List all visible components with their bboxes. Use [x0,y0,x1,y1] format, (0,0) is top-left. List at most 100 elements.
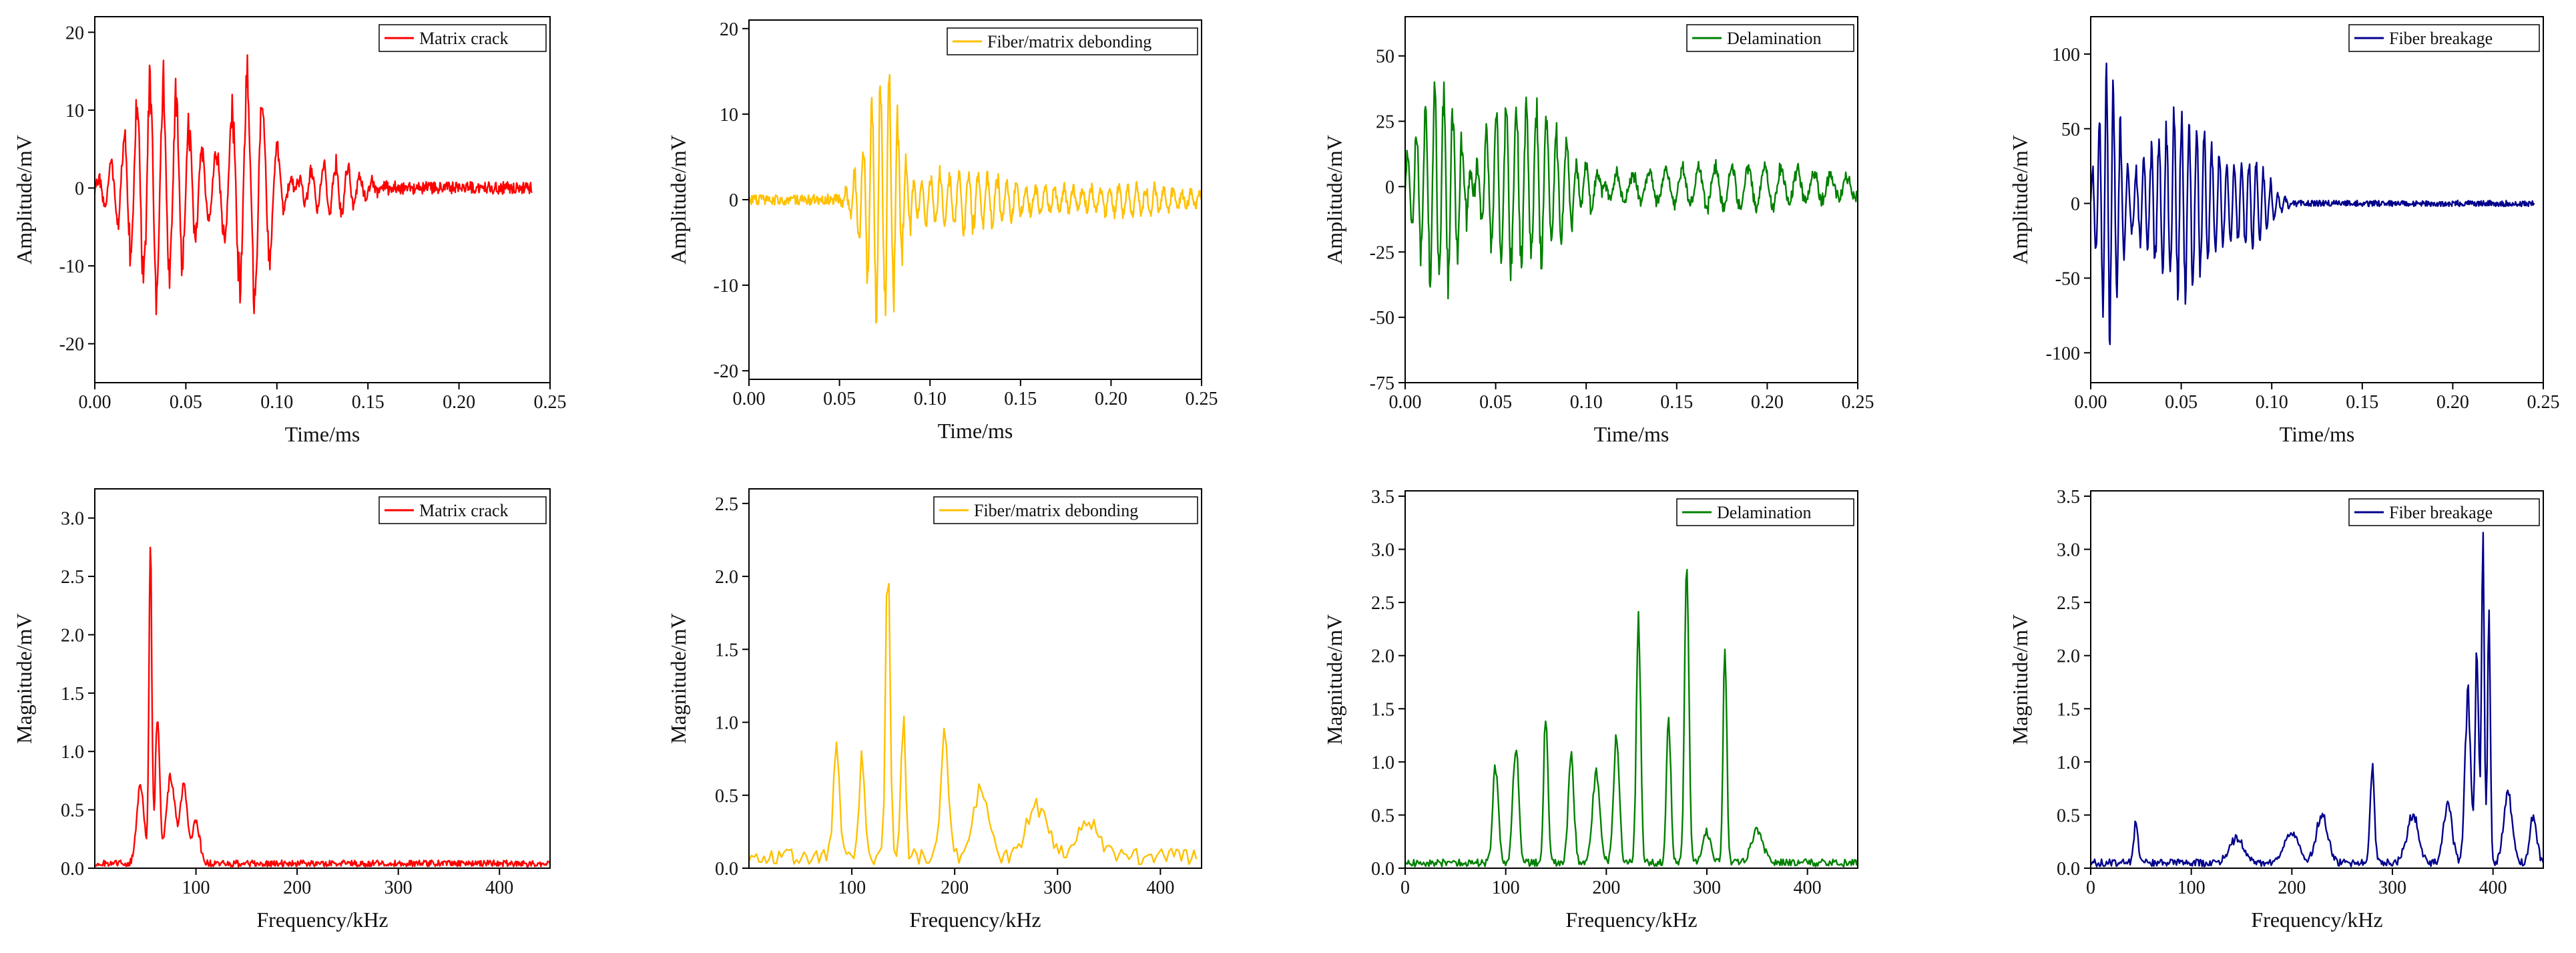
y-tick-label: 20 [65,23,84,43]
y-tick-label: 20 [720,19,738,40]
y-axis-label: Amplitude/mV [2008,135,2032,264]
x-axis-label: Time/ms [1594,422,1669,446]
y-tick-label: 0 [729,190,738,211]
chart-panel-freq-fiber-breakage: 0 100 200 300 400 0.0 0.5 1.0 1.5 2.0 2.5 3.0 3.5 Fre… [2008,487,2544,932]
x-tick-label: 300 [1693,878,1721,898]
legend: Delamination [1686,24,1854,52]
y-axis-label: Magnitude/mV [666,613,690,744]
legend-label: Matrix crack [419,501,509,520]
data-line-freq-matrix-crack [95,546,550,868]
y-tick-label: -75 [1370,373,1394,394]
x-tick-label: 0.00 [79,392,111,413]
y-tick-label: 3.5 [1371,487,1394,508]
legend: Matrix crack [378,496,547,524]
legend-box [947,27,1198,55]
x-tick-label: 0.15 [1004,389,1037,409]
x-axis-label: Frequency/kHz [1565,908,1697,932]
data-line-freq-delamination [1405,568,1858,868]
plot-frame [94,16,551,383]
x-tick-label: 200 [1592,878,1620,898]
x-tick-label: 0.10 [260,392,293,413]
data-line-time-delamination [1405,81,1858,300]
y-tick-label: 100 [2052,45,2080,65]
x-tick-label: 0.10 [1570,392,1603,413]
y-tick-label: 3.0 [1371,540,1394,561]
legend: Fiber breakage [2348,24,2540,52]
x-tick-label: 0.25 [1842,392,1874,413]
data-line-time-fiber-breakage [2091,62,2535,345]
y-axis-label: Magnitude/mV [2008,614,2032,745]
y-axis-label: Amplitude/mV [1322,135,1346,264]
x-tick-label: 100 [182,878,210,898]
x-tick-label: 0.15 [2346,392,2378,413]
y-tick-label: 0.5 [1371,805,1394,826]
y-tick-label: 50 [1376,47,1394,67]
y-tick-label: 0.0 [2057,859,2080,880]
x-tick-label: 0.20 [1751,392,1784,413]
x-tick-label: 0.15 [352,392,384,413]
y-tick-label: -50 [2055,268,2080,289]
plot-frame [2090,490,2544,869]
x-tick-label: 0.05 [1479,392,1512,413]
x-axis-label: Time/ms [285,422,360,446]
y-tick-label: 0 [1385,177,1394,198]
y-tick-label: 1.0 [61,742,84,763]
x-tick-label: 400 [485,878,513,898]
y-tick-label: -20 [59,335,84,355]
plot-frame [1404,16,1858,383]
y-axis-label: Magnitude/mV [12,613,36,744]
x-tick-label: 0.20 [2436,392,2469,413]
x-axis-label: Time/ms [938,419,1013,443]
x-tick-label: 0.00 [2075,392,2107,413]
chart-panel-freq-delamination: 0 100 200 300 400 0.0 0.5 1.0 1.5 2.0 2.5 3.0 3.5 Fre… [1322,487,1858,932]
y-tick-label: 1.5 [1371,699,1394,720]
y-axis-label: Magnitude/mV [1322,614,1346,745]
y-tick-label: 50 [2061,120,2080,140]
y-tick-label: -10 [59,256,84,277]
x-tick-label: 0.15 [1660,392,1693,413]
y-tick-label: 10 [720,105,738,126]
y-tick-label: 0.5 [61,801,84,821]
x-tick-label: 0.25 [534,392,567,413]
chart-panel-time-fiber-breakage: 0.00 0.05 0.10 0.15 0.20 0.25 -100 -50 0 50 100 Tim… [2008,16,2560,446]
y-tick-label: 2.0 [61,625,84,646]
x-tick-label: 0.00 [733,389,766,409]
y-tick-label: 1.0 [715,713,738,734]
y-tick-label: 2.0 [715,567,738,588]
y-tick-label: 0.0 [1371,859,1394,880]
y-tick-label: 1.5 [715,640,738,660]
y-tick-label: 2.0 [1371,646,1394,667]
chart-panel-time-delamination: 0.00 0.05 0.10 0.15 0.20 0.25 -75 -50 -25 0 25 50 Ti… [1322,16,1874,446]
x-tick-label: 0.10 [914,389,947,409]
legend-label: Matrix crack [419,29,509,48]
y-tick-label: -100 [2046,343,2080,364]
data-line-time-fiber-matrix-debonding [749,73,1202,324]
y-tick-label: 1.0 [1371,753,1394,773]
x-tick-label: 0 [2086,878,2095,898]
plot-frame [1404,490,1858,869]
x-tick-label: 400 [2479,878,2507,898]
x-tick-label: 300 [2378,878,2406,898]
x-tick-label: 0.05 [170,392,202,413]
x-tick-label: 0 [1400,878,1410,898]
y-tick-label: 0.5 [2057,805,2080,826]
x-tick-label: 400 [1146,878,1174,898]
plot-frame [748,488,1202,869]
x-tick-label: 300 [1043,878,1071,898]
y-tick-label: -25 [1370,242,1394,263]
x-tick-label: 100 [2177,878,2206,898]
y-tick-label: 2.5 [1371,593,1394,614]
y-tick-label: 3.5 [2057,487,2080,508]
x-tick-label: 0.20 [1095,389,1127,409]
legend-label: Fiber breakage [2389,29,2493,48]
legend-label: Fiber/matrix debonding [974,501,1138,520]
plot-frame [94,488,551,869]
x-axis-label: Frequency/kHz [256,908,388,932]
x-axis-label: Frequency/kHz [2251,908,2382,932]
legend-label: Delamination [1717,503,1812,522]
y-tick-label: 2.5 [2057,593,2080,614]
y-tick-label: 1.5 [2057,699,2080,720]
x-tick-label: 100 [838,878,866,898]
y-tick-label: 25 [1376,112,1394,133]
chart-panel-freq-fiber-matrix-debonding: 100 200 300 400 0.0 0.5 1.0 1.5 2.0 2.5 Frequency/… [666,488,1202,932]
